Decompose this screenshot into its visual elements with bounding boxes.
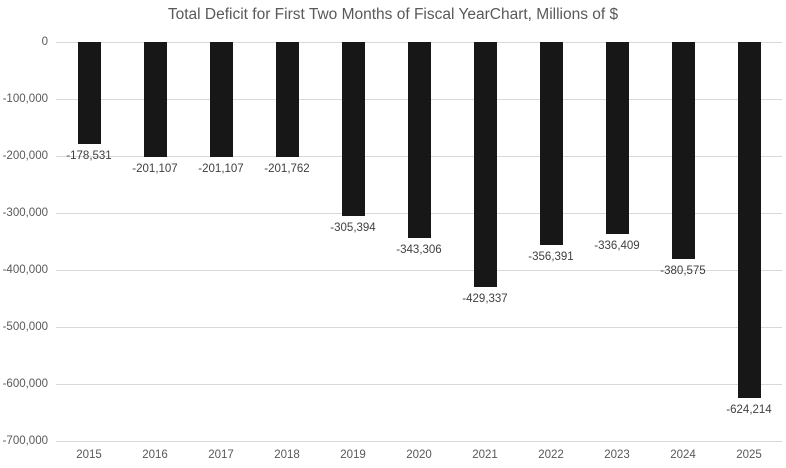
bar-value-label: -305,394 <box>330 222 376 235</box>
bar-value-label: -201,107 <box>198 162 244 175</box>
x-axis-tick-label: 2016 <box>142 449 168 461</box>
bar-value-label: -343,306 <box>396 243 442 256</box>
bar-2019 <box>341 42 365 217</box>
bar-2025 <box>737 42 761 398</box>
bar-2023 <box>605 42 629 234</box>
bar-value-label: -429,337 <box>462 292 508 305</box>
x-axis-tick-label: 2025 <box>736 449 762 461</box>
x-axis-tick-labels: 2015 2016 2017 2018 2019 2020 2021 2022 2023 2024… <box>56 449 782 465</box>
gridline <box>56 327 782 328</box>
bar-2017 <box>209 42 233 157</box>
bar-value-label: -336,409 <box>594 239 640 252</box>
y-axis-tick-label: -400,000 <box>2 264 48 276</box>
bar-2022 <box>539 42 563 246</box>
bar-value-label: -624,214 <box>726 403 772 416</box>
y-axis-tick-label: -700,000 <box>2 435 48 447</box>
bar-value-label: -201,762 <box>264 163 310 175</box>
bar-2018 <box>275 42 299 157</box>
bar-2016 <box>143 42 167 157</box>
y-axis-tick-labels: 0 -100,000 -200,000 -300,000 -400,000 -500,00… <box>0 36 48 447</box>
y-axis-tick-label: -600,000 <box>2 378 48 390</box>
bar-value-label: -178,531 <box>66 149 112 162</box>
bar-2020 <box>407 42 431 238</box>
gridline <box>56 270 782 271</box>
x-axis-tick-label: 2024 <box>670 449 696 461</box>
bar-value-label: -356,391 <box>528 251 574 264</box>
bar-value-label: -201,107 <box>132 162 178 175</box>
bar-2015 <box>77 42 101 144</box>
x-axis-tick-label: 2018 <box>274 449 300 461</box>
x-axis-tick-label: 2019 <box>340 449 366 461</box>
y-axis-tick-label: -500,000 <box>2 321 48 333</box>
x-axis-tick-label: 2020 <box>406 449 432 461</box>
gridline <box>56 384 782 385</box>
x-axis-tick-label: 2021 <box>472 449 498 461</box>
y-axis-tick-label: -100,000 <box>2 93 48 105</box>
bar-2021 <box>473 42 497 287</box>
x-axis-tick-label: 2017 <box>208 449 234 461</box>
y-axis-tick-label: -300,000 <box>2 207 48 219</box>
x-axis-tick-label: 2022 <box>538 449 564 461</box>
gridline <box>56 441 782 442</box>
chart-title: Total Deficit for First Two Months of Fi… <box>167 6 619 23</box>
bar-value-label: -380,575 <box>660 264 706 277</box>
x-axis-tick-label: 2015 <box>76 449 102 461</box>
y-axis-tick-label: 0 <box>41 36 48 48</box>
y-axis-tick-label: -200,000 <box>2 150 48 162</box>
plot-area: -178,531 -201,107 -201,107 -201,762 -305,394… <box>56 42 782 442</box>
x-axis-tick-label: 2023 <box>604 449 630 461</box>
bar-2024 <box>671 42 695 259</box>
